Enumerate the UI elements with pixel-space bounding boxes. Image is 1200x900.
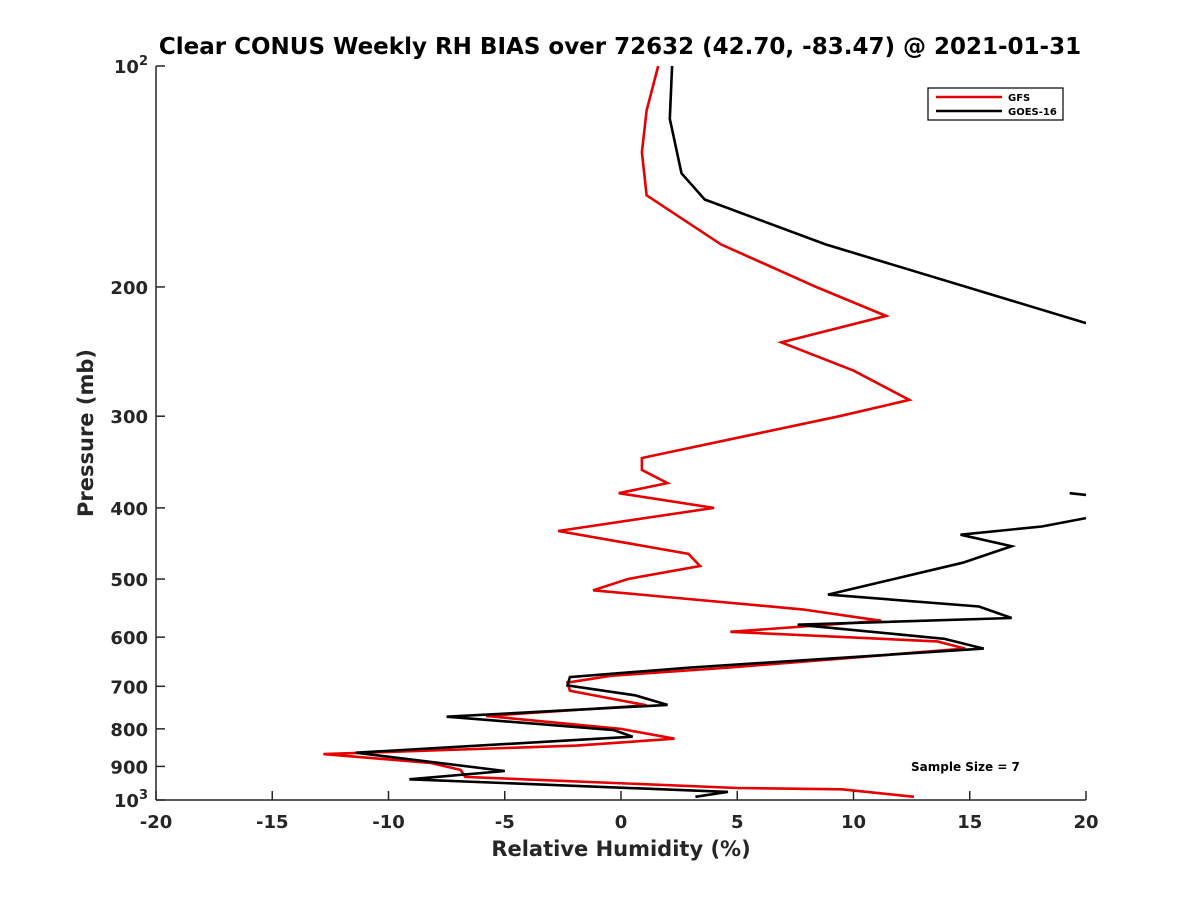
legend-box: [927, 87, 1064, 121]
y-axis-label: Pressure (mb): [74, 349, 98, 517]
legend-label-gfs: GFS: [1008, 93, 1030, 104]
y-tick-label: 500: [110, 570, 148, 591]
y-tick-label: 103: [114, 788, 148, 812]
y-tick-label: 600: [110, 628, 148, 649]
x-tick-label: 15: [957, 812, 982, 833]
y-ticks: 102 200 300 400 500 600 700 800 900 103: [110, 54, 165, 812]
series-line-goes16-2: [1069, 491, 1086, 497]
y-tick-label: 800: [110, 720, 148, 741]
legend: GFS GOES-16: [927, 87, 1064, 121]
y-tick-label: 200: [110, 278, 148, 299]
x-tick-label: -5: [495, 812, 515, 833]
x-tick-label: 20: [1073, 812, 1098, 833]
x-tick-label: 5: [731, 812, 744, 833]
y-tick-label: 700: [110, 677, 148, 698]
sample-size-annotation: Sample Size = 7: [911, 760, 1020, 774]
series-group: [323, 65, 1086, 799]
x-axis-label: Relative Humidity (%): [491, 837, 750, 861]
y-tick-label: 300: [110, 407, 148, 428]
y-tick-label: 400: [110, 499, 148, 520]
series-line-goes16-1: [668, 65, 1086, 325]
series-line-gfs: [323, 65, 966, 799]
x-tick-label: 0: [615, 812, 628, 833]
x-tick-label: -10: [372, 812, 405, 833]
x-tick-label: -20: [140, 812, 173, 833]
chart-title: Clear CONUS Weekly RH BIAS over 72632 (4…: [159, 34, 1081, 60]
series-line-goes16-3: [355, 516, 1086, 799]
x-tick-label: 10: [841, 812, 866, 833]
x-tick-label: -15: [256, 812, 289, 833]
x-ticks: -20 -15 -10 -5 0 5 10 15 20: [140, 791, 1099, 833]
y-tick-label: 102: [114, 54, 148, 78]
legend-label-goes16: GOES-16: [1008, 107, 1057, 118]
y-tick-label: 900: [110, 757, 148, 778]
